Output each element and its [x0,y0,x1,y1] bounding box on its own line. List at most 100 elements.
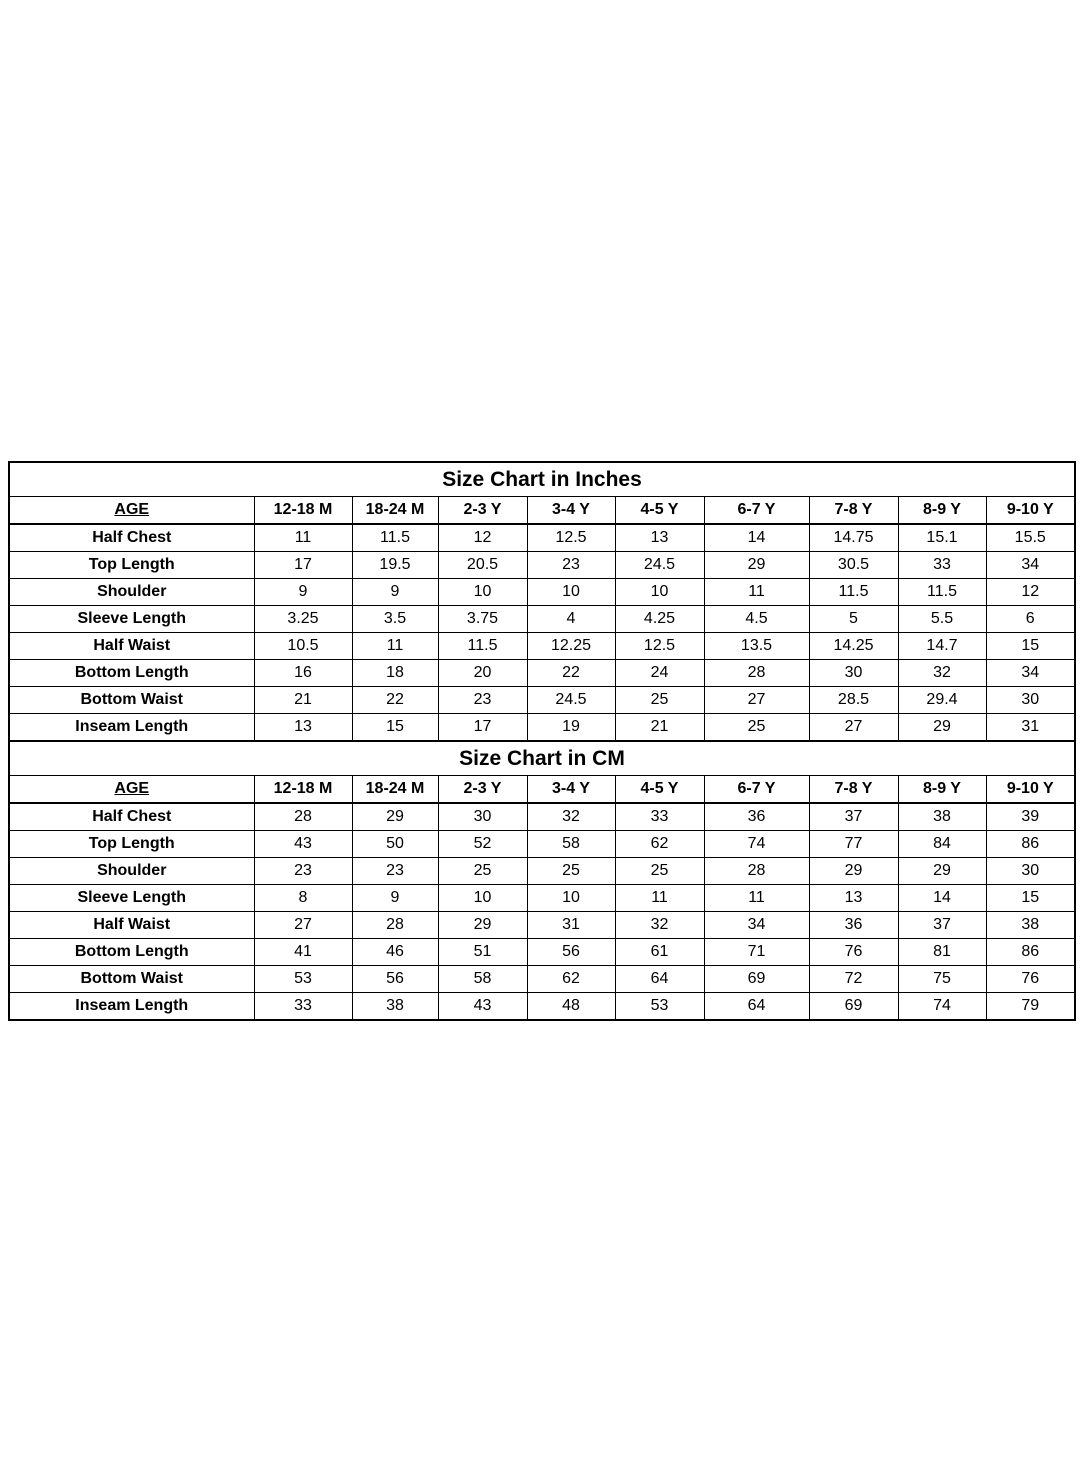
size-column-header: 18-24 M [351,496,439,525]
table-row: Top Length 17 19.5 20.5 23 24.5 29 30.5 33 34 [8,551,1076,579]
measurement-value: 21 [253,686,353,714]
measurement-value: 4 [526,605,616,633]
measurement-value: 9 [351,884,439,912]
size-column-header: 3-4 Y [526,775,616,804]
table-title-row: Size Chart in Inches [8,461,1076,497]
measurement-value: 30 [808,659,899,687]
measurement-value: 34 [703,911,810,939]
measurement-value: 20.5 [437,551,528,579]
measurement-value: 56 [526,938,616,966]
measurement-label: Top Length [8,830,255,858]
measurement-value: 32 [526,802,616,831]
measurement-value: 62 [526,965,616,993]
measurement-label: Half Chest [8,802,255,831]
measurement-value: 29.4 [897,686,987,714]
measurement-value: 10 [526,884,616,912]
measurement-value: 36 [703,802,810,831]
measurement-value: 86 [985,830,1076,858]
measurement-value: 34 [985,659,1076,687]
measurement-value: 31 [526,911,616,939]
size-column-header: 4-5 Y [614,775,705,804]
measurement-value: 32 [614,911,705,939]
measurement-value: 11.5 [351,523,439,552]
measurement-value: 58 [526,830,616,858]
measurement-value: 84 [897,830,987,858]
measurement-value: 39 [985,802,1076,831]
measurement-value: 27 [253,911,353,939]
measurement-value: 69 [808,992,899,1021]
measurement-value: 30 [985,686,1076,714]
measurement-value: 76 [985,965,1076,993]
measurement-value: 3.75 [437,605,528,633]
measurement-label: Inseam Length [8,992,255,1021]
size-column-header: 7-8 Y [808,775,899,804]
measurement-value: 53 [614,992,705,1021]
size-column-header: 12-18 M [253,775,353,804]
table-row: Inseam Length 33 38 43 48 53 64 69 74 79 [8,992,1076,1021]
table-row: Sleeve Length 8 9 10 10 11 11 13 14 15 [8,884,1076,912]
measurement-label: Bottom Waist [8,686,255,714]
measurement-label: Inseam Length [8,713,255,742]
measurement-value: 37 [897,911,987,939]
measurement-value: 13.5 [703,632,810,660]
measurement-value: 22 [351,686,439,714]
size-column-header: 9-10 Y [985,496,1076,525]
measurement-value: 14.25 [808,632,899,660]
measurement-value: 27 [808,713,899,742]
age-header: AGE [8,775,255,804]
table-row: Shoulder 9 9 10 10 10 11 11.5 11.5 12 [8,578,1076,606]
measurement-value: 10 [437,884,528,912]
header-row: AGE 12-18 M 18-24 M 2-3 Y 3-4 Y 4-5 Y 6-7 Y 7-8… [8,496,1076,525]
measurement-value: 38 [897,802,987,831]
measurement-label: Shoulder [8,857,255,885]
measurement-value: 11 [253,523,353,552]
measurement-value: 15.5 [985,523,1076,552]
table-title: Size Chart in Inches [8,461,1076,497]
measurement-value: 79 [985,992,1076,1021]
measurement-value: 21 [614,713,705,742]
measurement-value: 69 [703,965,810,993]
size-column-header: 7-8 Y [808,496,899,525]
measurement-value: 23 [253,857,353,885]
measurement-label: Half Waist [8,911,255,939]
measurement-value: 11 [351,632,439,660]
measurement-value: 28 [703,857,810,885]
measurement-value: 28 [351,911,439,939]
measurement-value: 5 [808,605,899,633]
measurement-value: 30 [437,802,528,831]
measurement-value: 17 [253,551,353,579]
measurement-value: 24 [614,659,705,687]
table-row: Half Chest 11 11.5 12 12.5 13 14 14.75 15.1 15.5 [8,523,1076,552]
measurement-value: 10 [614,578,705,606]
measurement-value: 32 [897,659,987,687]
measurement-value: 15 [351,713,439,742]
table-row: Sleeve Length 3.25 3.5 3.75 4 4.25 4.5 5 5.5 6 [8,605,1076,633]
measurement-value: 74 [703,830,810,858]
measurement-value: 34 [985,551,1076,579]
measurement-value: 25 [614,857,705,885]
measurement-value: 15.1 [897,523,987,552]
measurement-value: 30 [985,857,1076,885]
table-title: Size Chart in CM [8,740,1076,776]
measurement-value: 11.5 [897,578,987,606]
table-row: Bottom Waist 21 22 23 24.5 25 27 28.5 29.4 30 [8,686,1076,714]
table-row: Half Waist 10.5 11 11.5 12.25 12.5 13.5 14.25 14… [8,632,1076,660]
measurement-value: 11.5 [437,632,528,660]
size-column-header: 18-24 M [351,775,439,804]
measurement-value: 14 [897,884,987,912]
measurement-value: 43 [253,830,353,858]
size-column-header: 8-9 Y [897,496,987,525]
measurement-label: Shoulder [8,578,255,606]
table-row: Inseam Length 13 15 17 19 21 25 27 29 31 [8,713,1076,742]
measurement-value: 11 [614,884,705,912]
measurement-value: 33 [897,551,987,579]
measurement-value: 50 [351,830,439,858]
table-row: Bottom Length 16 18 20 22 24 28 30 32 34 [8,659,1076,687]
measurement-value: 37 [808,802,899,831]
measurement-value: 14.75 [808,523,899,552]
measurement-value: 24.5 [614,551,705,579]
measurement-label: Bottom Waist [8,965,255,993]
measurement-value: 61 [614,938,705,966]
measurement-value: 51 [437,938,528,966]
measurement-value: 4.5 [703,605,810,633]
